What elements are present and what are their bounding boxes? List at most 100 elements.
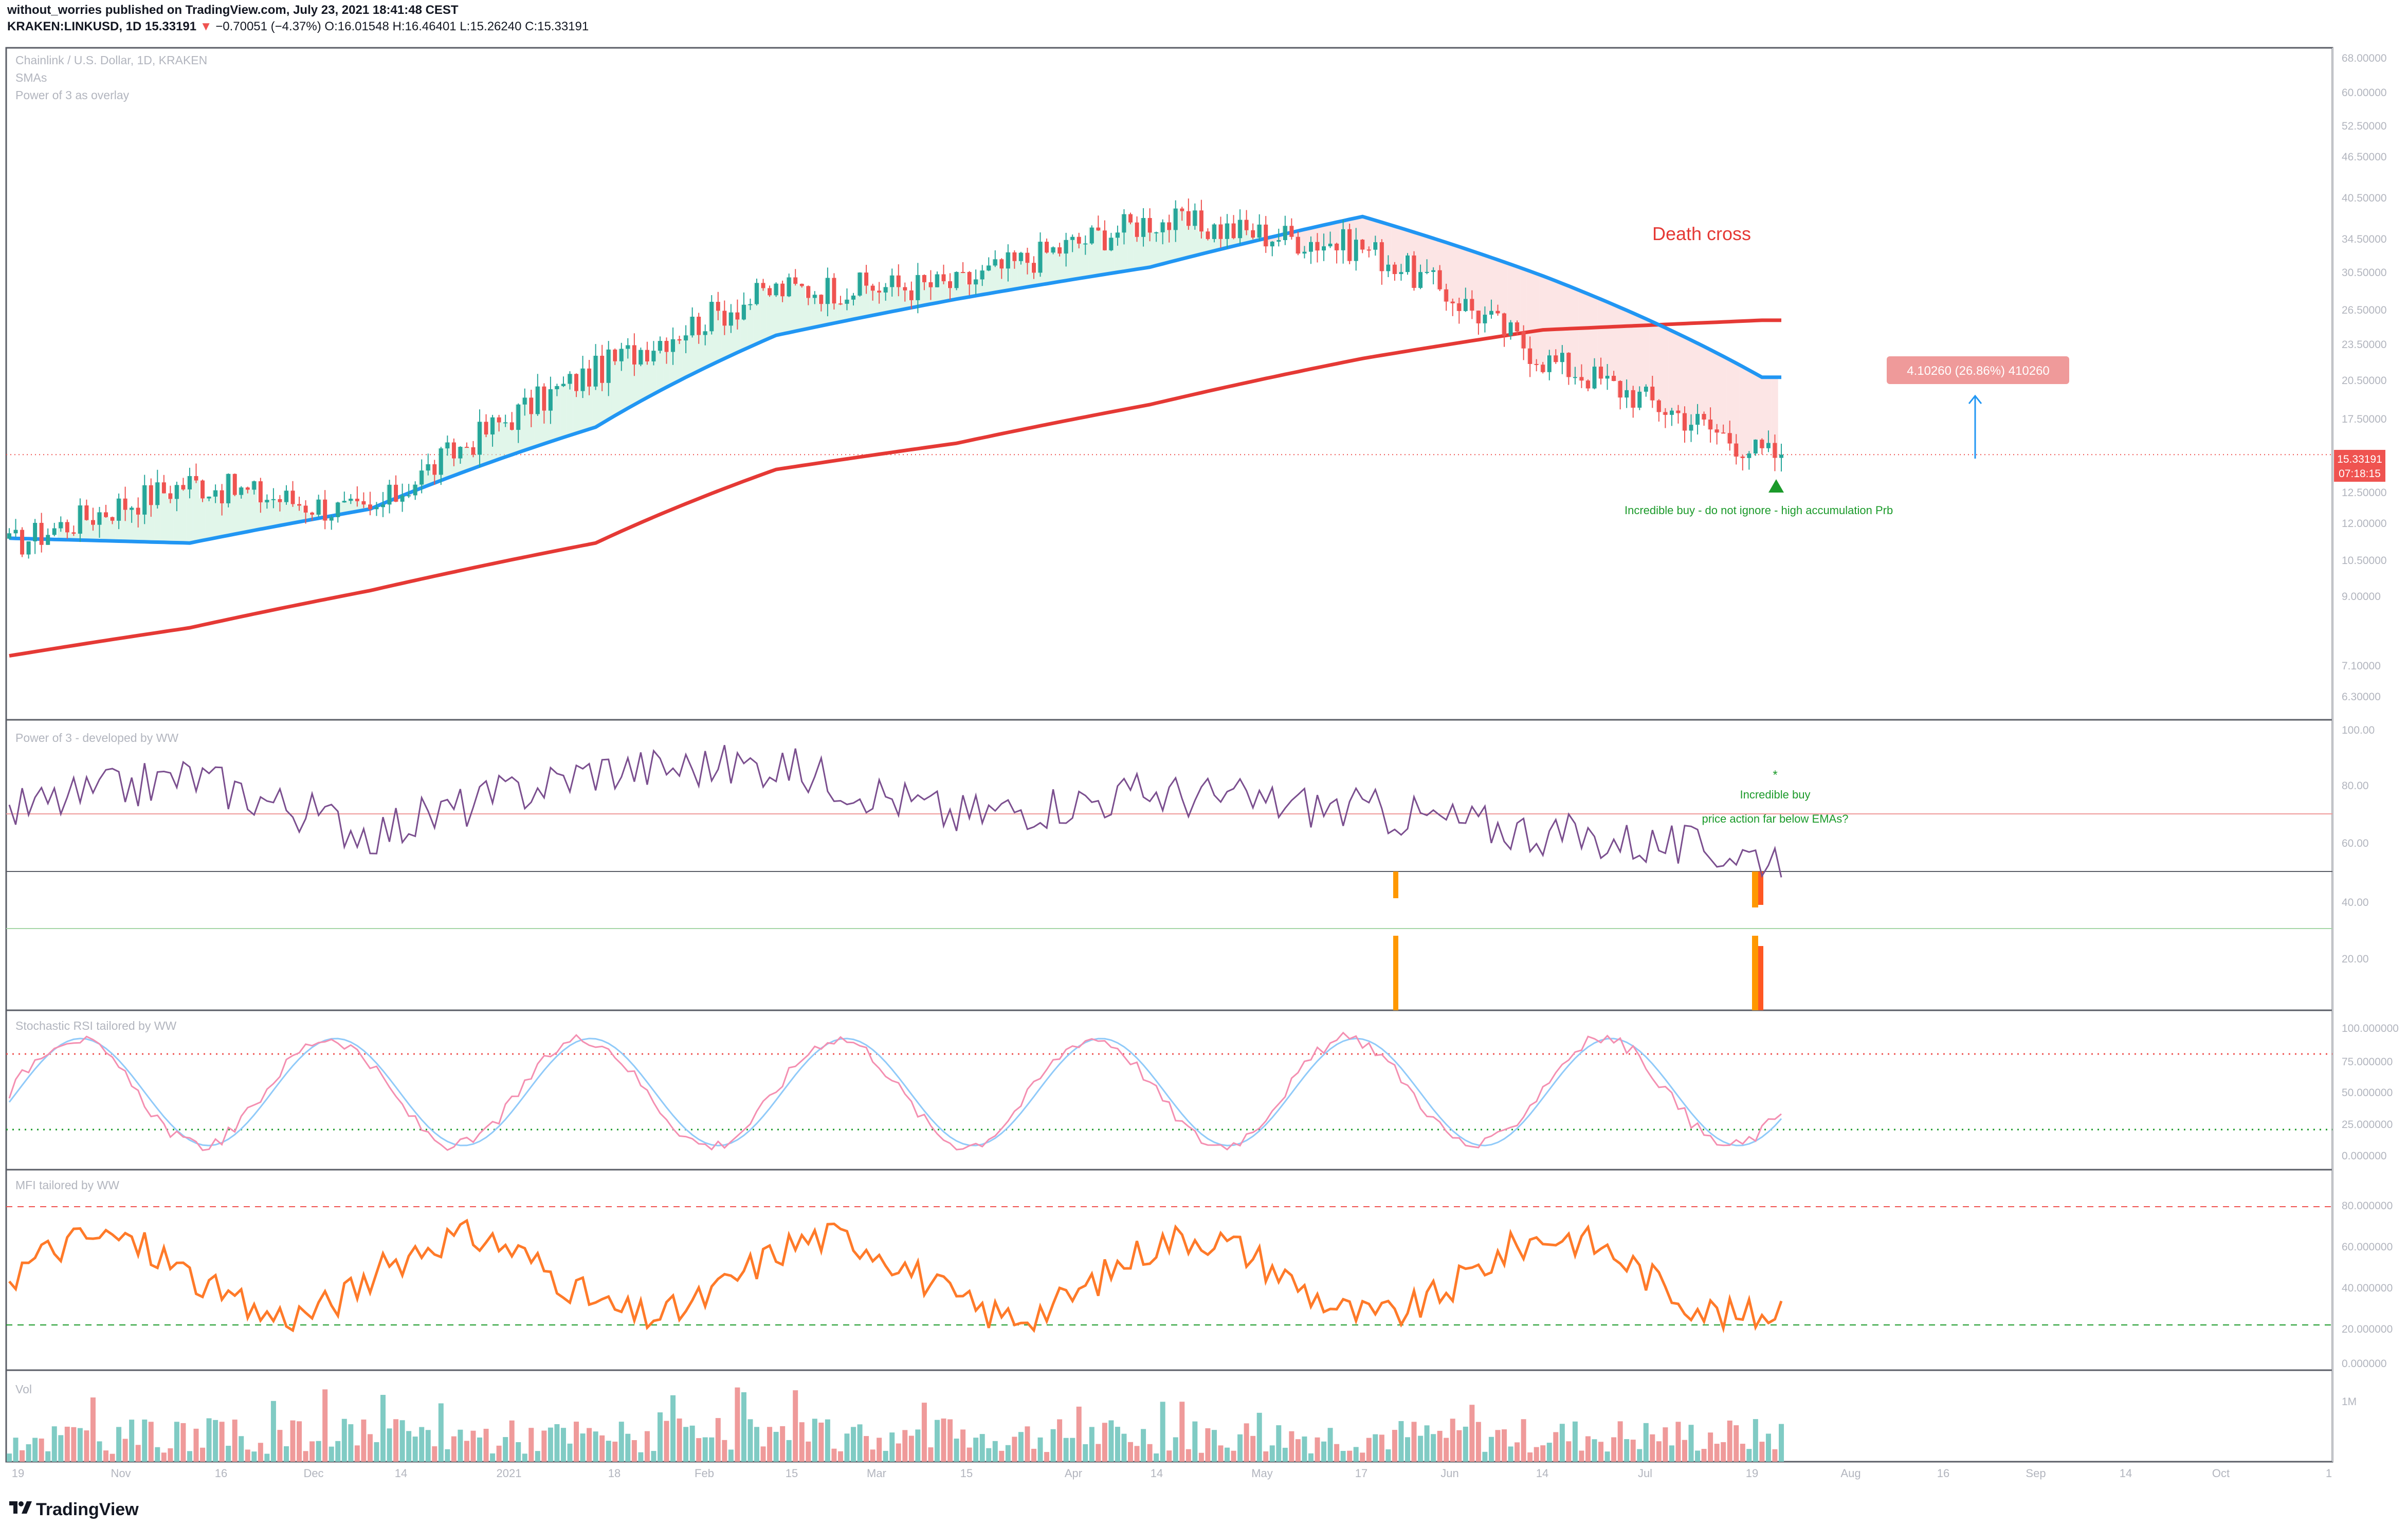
low-value: 15.26240 [470,20,522,33]
ribbon-segment [1520,269,1527,349]
volume-bar [1089,1427,1094,1462]
candle-body [1289,226,1294,237]
ribbon-segment [1494,260,1501,314]
volume-bar [554,1424,560,1462]
candle-body [626,345,630,349]
volume-bar [470,1430,476,1462]
volume-bar [1444,1438,1449,1462]
ribbon-segment [940,281,947,302]
volume-bar [1160,1402,1165,1462]
candle-body [1463,299,1468,311]
candle-body [336,502,340,517]
candle-body [787,277,791,297]
candle-body [890,275,895,287]
candle-body [1057,247,1062,254]
candle-body [361,501,366,505]
volume-bar [1772,1449,1778,1462]
candle-body [755,283,759,304]
volume-bar [831,1448,837,1462]
sma-50-line [9,214,1781,545]
ribbon-segment [1449,244,1456,303]
volume-bar [1121,1433,1127,1462]
candle-body [948,281,953,288]
ribbon-segment [1469,251,1475,311]
candle-body [342,501,346,503]
candle-body [613,349,617,361]
volume-bar [799,1422,805,1462]
tradingview-logo-icon [9,1501,32,1514]
volume-bar [1231,1450,1236,1462]
volume-bar [168,1448,173,1462]
volume-bar [1604,1451,1610,1462]
volume-bar [741,1392,746,1462]
candle-body [117,498,121,521]
candle-body [168,493,173,499]
volume-bar [387,1428,392,1462]
ribbon-segment [1301,229,1308,252]
candle-body [181,485,186,489]
stoch-tick-label: 0.000000 [2342,1150,2387,1162]
volume-bar [1102,1423,1107,1462]
ribbon-segment [1146,232,1153,267]
candle-body [161,482,166,494]
ribbon-segment [1617,307,1623,398]
candle-body [1702,414,1706,420]
volume-bar [960,1429,966,1462]
ribbon-segment [1430,238,1437,270]
candle-body [1534,363,1539,365]
volume-bar [735,1387,740,1462]
candle-body [1450,301,1455,303]
volume-bar [870,1449,875,1462]
candle-body [1656,400,1661,412]
volume-bar [1701,1449,1707,1462]
volume-bar [58,1435,64,1462]
ribbon-segment [1249,238,1256,242]
volume-bar [587,1428,592,1462]
volume-bar [1708,1432,1713,1462]
volume-bar [1592,1439,1597,1462]
candle-body [1347,229,1352,261]
volume-bar [1759,1442,1765,1462]
volume-bar [1205,1428,1211,1462]
volume-bar [934,1420,940,1462]
ribbon-segment [444,442,451,478]
volume-bar [32,1438,38,1462]
volume-bar [908,1435,914,1462]
candle-body [1489,311,1493,315]
volume-bar [322,1389,328,1462]
ribbon-segment [264,500,270,528]
volume-bar [270,1401,276,1462]
volume-bar [806,1441,811,1462]
volume-bar [13,1438,19,1462]
candle-body [1322,246,1326,251]
volume-bar [1276,1425,1282,1462]
ribbon-segment [193,480,199,542]
ribbon-segment [1584,294,1592,389]
volume-bar [432,1446,437,1462]
chart-canvas[interactable]: Chainlink / U.S. Dollar, 1D, KRAKEN SMAs… [0,0,2408,1491]
candle-body [1625,390,1629,398]
volume-bar [593,1431,598,1462]
candle-body [387,484,392,505]
candle-body [793,277,798,284]
volume-bar [664,1421,669,1462]
volume-bar [1225,1447,1230,1462]
ribbon-segment [1681,337,1688,431]
volume-bar [1373,1434,1378,1462]
candle-body [278,499,282,502]
ribbon-segment [682,335,689,377]
volume-bar [618,1422,624,1462]
ribbon-segment [1759,377,1765,448]
price-tick-label: 60.00000 [2342,87,2387,99]
volume-bar [728,1449,734,1462]
candle-body [284,490,288,502]
candle-body [1264,224,1268,247]
power3-tick-label: 20.00 [2342,953,2369,965]
volume-bar [560,1428,566,1462]
candle-body [471,447,476,455]
candle-body [78,505,82,534]
candle-body [1708,420,1713,430]
measure-tool[interactable]: 4.10260 (26.86%) 410260 [1887,356,2069,459]
volume-bar [1527,1452,1533,1462]
price-action-label: price action far below EMAs? [1702,812,1849,825]
